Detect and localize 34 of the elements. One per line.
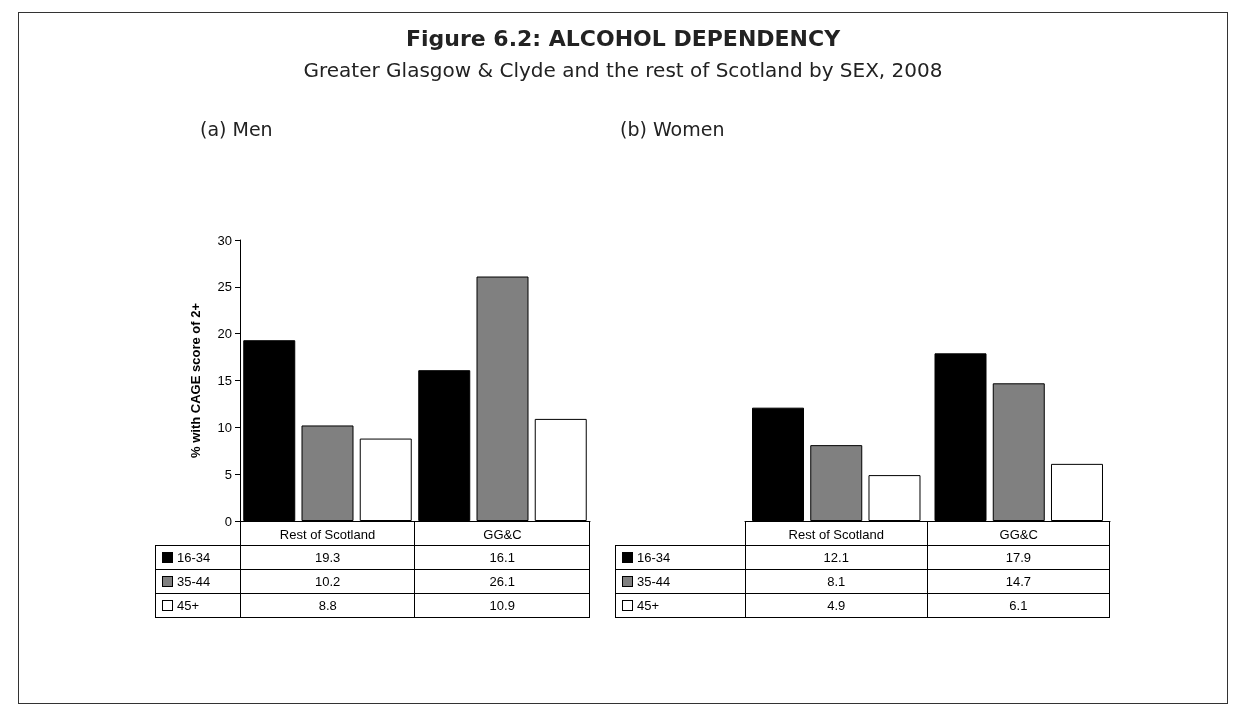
data-label: 16.1 [414,545,590,570]
data-label: 14.7 [927,569,1110,594]
legend-label: 16-34 [615,545,746,570]
legend-label: 16-34 [155,545,241,570]
y-tick-label: 25 [217,279,232,295]
y-tick-label: 15 [217,373,232,388]
y-tick-label: 10 [217,419,232,435]
x-tick-label: Rest of Scotland [279,527,376,542]
chart-title: (a) Men [200,118,273,140]
chart-title: (b) Women [620,118,725,140]
legend-label: 45+ [155,593,241,618]
y-tick-label: 30 [217,232,232,248]
data-label: 26.1 [414,569,590,594]
data-label: 10.9 [414,593,590,618]
y-tick-label: 20 [217,326,232,342]
data-label: 8.8 [240,593,415,618]
legend-label: 45+ [615,593,746,618]
data-label: 19.3 [240,545,415,570]
data-label: 10.2 [240,569,415,594]
data-label: 8.1 [745,569,928,594]
text: Greater Glasgow & Clyde and the rest of Scotland by SEX, 2008 [302,58,944,82]
legend-label: 35-44 [155,569,241,594]
x-tick-label: Rest of Scotland [788,527,884,542]
y-tick-label: 0 [224,513,232,529]
data-label: 6.1 [927,593,1110,618]
data-label: 17.9 [927,545,1110,570]
data-label: 4.9 [745,593,928,618]
y-tick-label: 5 [224,466,232,482]
caption: Figure 6.2: ALCOHOL DEPENDENCY [404,26,842,51]
y-axis-title: % with CAGE score of 2+ [188,302,203,458]
data-label: 12.1 [745,545,928,570]
x-tick-label: GG&C [999,527,1038,542]
legend-label: 35-44 [615,569,746,594]
x-tick-label: GG&C [483,527,522,542]
